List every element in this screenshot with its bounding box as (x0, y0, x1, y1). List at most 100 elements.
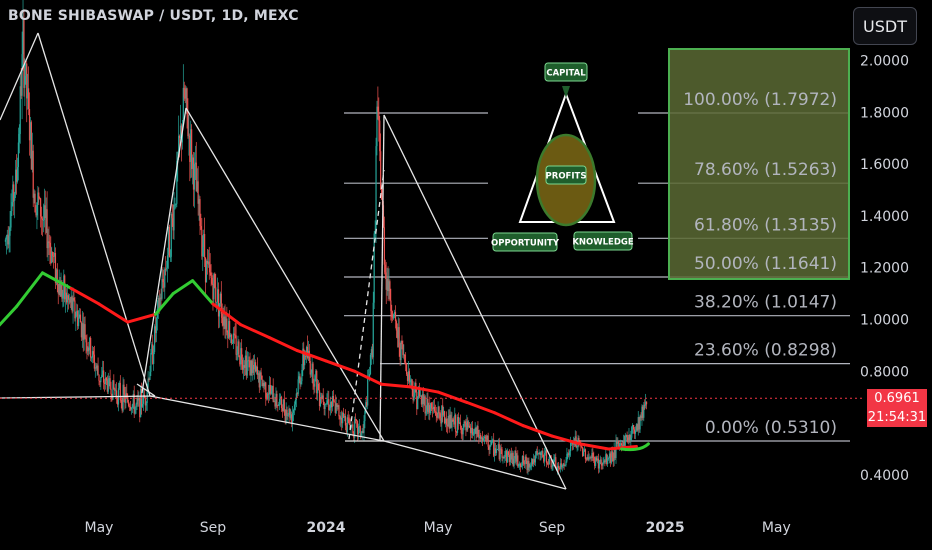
candle-body (343, 415, 346, 418)
candle-body (223, 316, 225, 326)
candle-body (449, 414, 451, 429)
candle-body (323, 401, 325, 410)
candle-body (532, 458, 534, 464)
candle-body (514, 450, 516, 459)
candle-body (40, 216, 43, 219)
fibonacci-labels: 100.00% (1.7972) 78.60% (1.5263) 61.80% (1… (683, 90, 837, 438)
candle-body (136, 398, 138, 405)
candle-body (280, 396, 283, 409)
candle-body (9, 227, 11, 236)
candle-body (431, 408, 434, 410)
candle-body (191, 157, 194, 169)
candle-body (326, 400, 328, 404)
candle-body (313, 383, 315, 387)
candle-body (408, 371, 410, 383)
candle-body (93, 354, 95, 369)
candle-body (393, 311, 396, 315)
candle-body (423, 396, 425, 404)
candle-body (284, 412, 286, 422)
candle-body (486, 435, 488, 440)
candle-body (33, 193, 35, 198)
candle-body (142, 394, 145, 404)
candle-body (611, 451, 613, 458)
candle-body (580, 445, 582, 447)
candle-body (103, 370, 105, 383)
candle-body (169, 256, 171, 258)
candle-body (226, 318, 228, 333)
lower-trend-1 (149, 395, 385, 442)
candle-body (42, 219, 45, 221)
candle-body (302, 348, 304, 370)
candle-body (482, 438, 485, 442)
candle-body (520, 465, 523, 467)
triangle-1-left (0, 32, 39, 121)
candle-body (488, 446, 490, 450)
candle-body (19, 86, 21, 134)
candle-body (6, 234, 8, 237)
candle-body (99, 380, 101, 383)
candle-body (464, 421, 466, 423)
candle-body (161, 279, 163, 299)
candle-body (390, 300, 392, 312)
candle-body (81, 323, 83, 338)
candle-body (636, 424, 638, 431)
candle-body (168, 226, 171, 258)
candle-body (232, 333, 234, 344)
candle-body (378, 111, 380, 121)
candle-body (123, 384, 125, 395)
candle-body (456, 431, 458, 433)
candle-body (586, 456, 588, 460)
candle-body (557, 465, 559, 471)
candle-body (249, 360, 251, 376)
candle-body (453, 421, 455, 425)
candle-body (635, 424, 637, 431)
candle-body (255, 366, 258, 372)
candle-body (224, 316, 226, 329)
candle-body (186, 88, 188, 115)
candle-body (134, 407, 136, 414)
candle-body (167, 226, 170, 256)
candle-body (643, 404, 645, 418)
candle-body (175, 203, 177, 205)
fibonacci-zone (668, 48, 850, 280)
candle-body (354, 419, 356, 438)
candle-body (228, 321, 230, 339)
candle-body (46, 209, 48, 249)
candle-body (338, 405, 340, 417)
candle-body (26, 63, 28, 99)
candle-body (631, 427, 633, 438)
candle-body (539, 452, 541, 455)
candle-body (222, 317, 224, 326)
candle-body (368, 374, 371, 378)
candle-body (97, 365, 99, 375)
candle-body (402, 344, 404, 355)
candle-body (104, 377, 107, 384)
candle-body (469, 427, 472, 434)
currency-button[interactable]: USDT (853, 7, 917, 45)
candle-body (35, 212, 37, 216)
candle-body (355, 419, 358, 422)
candle-body (292, 409, 295, 413)
candle-body (207, 261, 209, 264)
candle-body (638, 417, 640, 430)
candle-body (131, 404, 133, 408)
candle-body (242, 359, 244, 370)
candle-body (504, 454, 506, 458)
candle-body (442, 405, 444, 416)
candle-body (87, 347, 89, 352)
candle-body (406, 364, 408, 375)
candle-body (532, 459, 535, 464)
y-tick-label: 0.8000 (860, 364, 909, 380)
candle-body (630, 437, 632, 440)
candle-body (535, 450, 537, 456)
candle-body (39, 198, 41, 199)
candle-body (605, 454, 607, 462)
candle-body (262, 383, 264, 387)
candle-body (212, 283, 214, 300)
candle-body (582, 447, 584, 457)
candle-body (537, 453, 539, 455)
candle-body (231, 343, 234, 344)
candle-body (300, 381, 302, 385)
candle-body (269, 385, 272, 394)
